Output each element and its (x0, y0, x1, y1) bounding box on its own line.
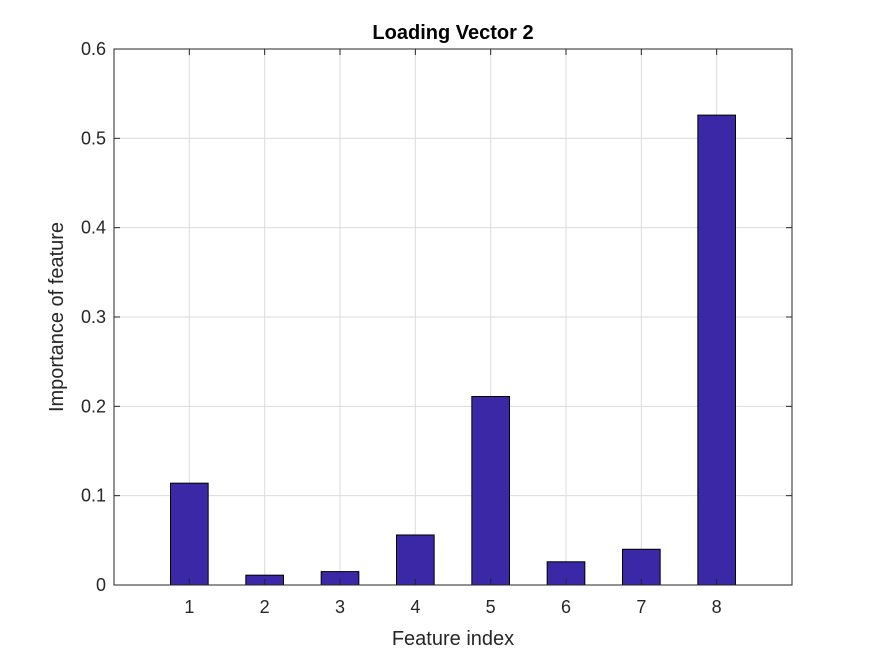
y-tick-label: 0.5 (81, 128, 106, 148)
bar-4 (396, 534, 435, 586)
chart-title: Loading Vector 2 (372, 22, 533, 44)
x-tick-label: 7 (636, 597, 646, 617)
bar-1 (170, 482, 209, 586)
y-tick-label: 0.6 (81, 39, 106, 59)
y-axis-label: Importance of feature (46, 222, 68, 412)
x-tick-label: 3 (335, 597, 345, 617)
x-tick-label: 8 (712, 597, 722, 617)
bar-5 (471, 396, 511, 586)
y-tick-label: 0.3 (81, 307, 106, 327)
y-tick-labels: 0 0.1 0.2 0.3 0.4 0.5 0.6 (81, 39, 106, 595)
x-tick-labels: 1 2 3 4 5 6 7 8 (184, 597, 721, 617)
y-tick-label: 0.2 (81, 396, 106, 416)
y-tick-label: 0.1 (81, 486, 106, 506)
x-tick-label: 5 (486, 597, 496, 617)
y-tick-label: 0 (96, 575, 106, 595)
x-axis-label: Feature index (392, 628, 514, 650)
y-tick-label: 0.4 (81, 218, 106, 238)
bars (170, 114, 736, 586)
x-tick-label: 1 (184, 597, 194, 617)
bar-8 (697, 114, 736, 586)
x-tick-label: 6 (561, 597, 571, 617)
x-tick-label: 2 (260, 597, 270, 617)
axes (113, 48, 793, 586)
x-tick-label: 4 (410, 597, 420, 617)
